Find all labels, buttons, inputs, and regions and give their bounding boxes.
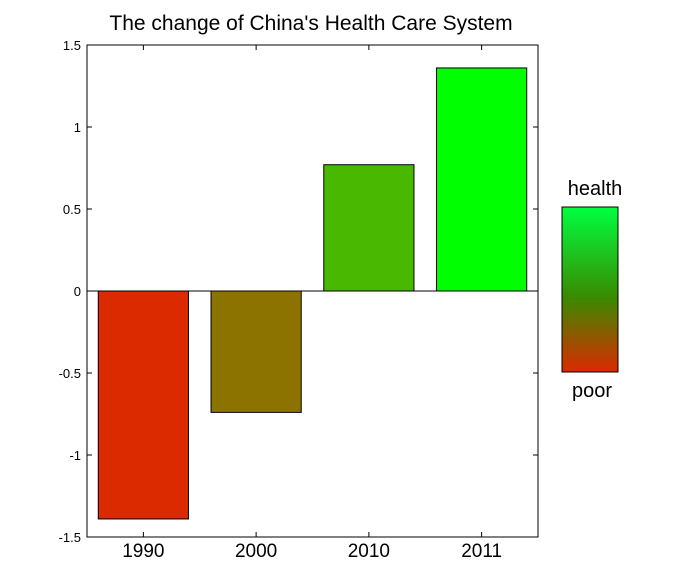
y-axis: -1.5 -1 -0.5 0 0.5 1 1.5 [59, 38, 538, 545]
x-axis: 1990 2000 2010 2011 [122, 45, 502, 562]
bar-1990 [97, 290, 189, 520]
x-tick-label-2010: 2010 [348, 541, 390, 562]
y-tick-label: 1.5 [63, 38, 81, 53]
y-tick-label: 0 [74, 284, 81, 299]
y-tick-label: -1 [69, 448, 81, 463]
y-tick-label: -1.5 [59, 530, 81, 545]
bar-2000 [210, 290, 302, 413]
y-tick-label: 1 [74, 120, 81, 135]
colorbar-legend: health poor [561, 178, 623, 402]
bars-group [97, 67, 528, 520]
y-tick-label: 0.5 [63, 202, 81, 217]
x-tick-label-1990: 1990 [122, 541, 164, 562]
bar-2011 [436, 67, 528, 292]
x-tick-label-2000: 2000 [235, 541, 277, 562]
y-tick-label: -0.5 [59, 366, 81, 381]
colorbar-top-label: health [568, 178, 623, 200]
colorbar-swatch [561, 206, 619, 373]
colorbar-bottom-label: poor [572, 380, 612, 402]
chart-title: The change of China's Health Care System [109, 12, 512, 35]
x-tick-label-2011: 2011 [461, 541, 502, 562]
bar-2010 [323, 164, 415, 292]
